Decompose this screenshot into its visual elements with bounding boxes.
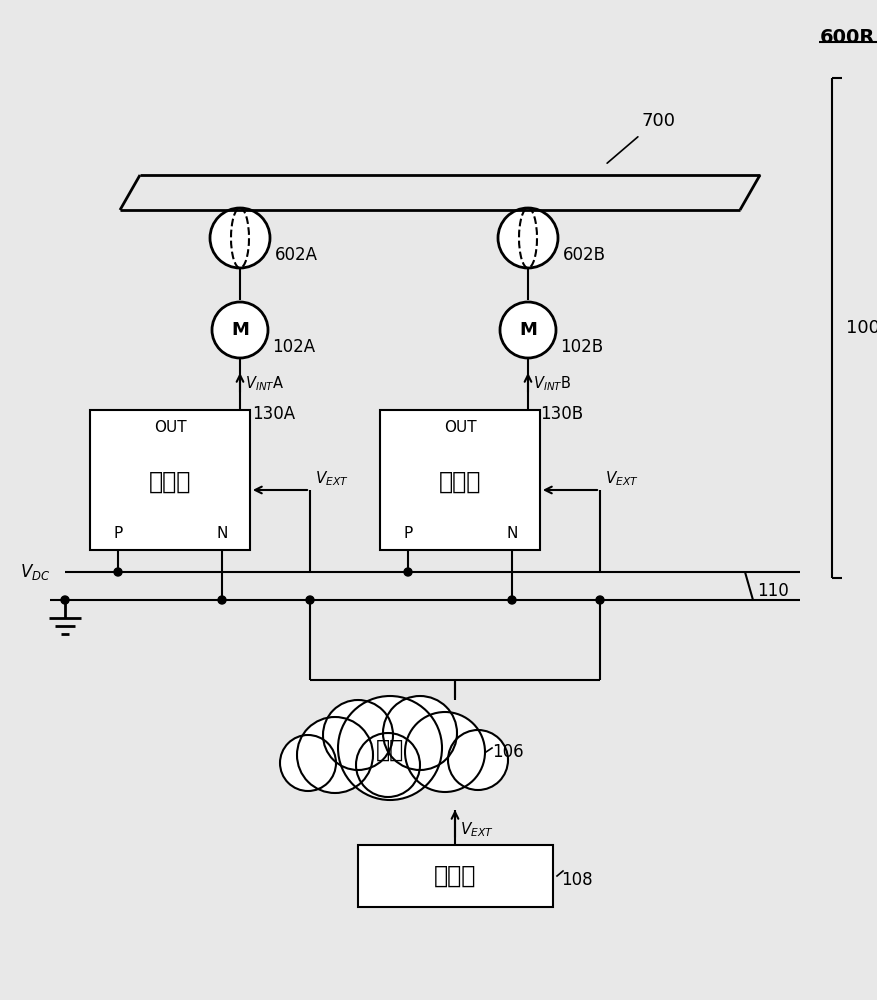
Text: $V_{EXT}$: $V_{EXT}$ (460, 821, 493, 839)
Circle shape (447, 730, 508, 790)
Text: N: N (216, 526, 227, 542)
Text: 600R: 600R (819, 28, 874, 47)
Circle shape (323, 700, 393, 770)
Circle shape (382, 696, 457, 770)
Text: $V_{DC}$: $V_{DC}$ (20, 562, 50, 582)
Circle shape (280, 735, 336, 791)
Circle shape (338, 696, 441, 800)
Text: 130A: 130A (252, 405, 295, 423)
Text: N: N (506, 526, 517, 542)
Circle shape (296, 717, 373, 793)
Circle shape (403, 568, 411, 576)
Text: 102A: 102A (272, 338, 315, 356)
Circle shape (296, 717, 373, 793)
Text: 130B: 130B (539, 405, 582, 423)
Text: OUT: OUT (443, 420, 475, 436)
Text: 102B: 102B (560, 338, 602, 356)
Text: 602B: 602B (562, 246, 605, 264)
Text: $V_{EXT}$: $V_{EXT}$ (315, 469, 348, 488)
Text: $V_{INT}$A: $V_{INT}$A (245, 375, 284, 393)
Text: 700: 700 (641, 112, 675, 130)
Text: P: P (403, 526, 412, 542)
Circle shape (447, 730, 508, 790)
Text: 106: 106 (491, 743, 523, 761)
Circle shape (306, 596, 314, 604)
Text: $V_{INT}$B: $V_{INT}$B (532, 375, 571, 393)
Circle shape (280, 735, 336, 791)
Text: P: P (113, 526, 123, 542)
Circle shape (61, 596, 69, 604)
Text: 108: 108 (560, 871, 592, 889)
Circle shape (508, 596, 516, 604)
Circle shape (355, 733, 419, 797)
Circle shape (404, 712, 484, 792)
Circle shape (497, 208, 558, 268)
Text: M: M (518, 321, 537, 339)
Bar (90, 410, 250, 550)
Circle shape (382, 696, 457, 770)
Circle shape (210, 208, 270, 268)
Circle shape (323, 700, 393, 770)
Text: 602A: 602A (275, 246, 317, 264)
Text: $V_{EXT}$: $V_{EXT}$ (604, 469, 638, 488)
Text: 100R: 100R (845, 319, 877, 337)
Circle shape (595, 596, 603, 604)
Text: M: M (231, 321, 249, 339)
Circle shape (114, 568, 122, 576)
Circle shape (338, 696, 441, 800)
Circle shape (499, 302, 555, 358)
Text: 控制器: 控制器 (433, 864, 475, 888)
Text: OUT: OUT (153, 420, 186, 436)
Circle shape (211, 302, 267, 358)
Circle shape (404, 712, 484, 792)
Bar (358, 845, 553, 907)
Text: 网络: 网络 (375, 738, 403, 762)
Circle shape (355, 733, 419, 797)
Text: 逆变器: 逆变器 (148, 470, 191, 494)
Bar (380, 410, 539, 550)
Text: 110: 110 (756, 582, 788, 600)
Circle shape (217, 596, 225, 604)
Text: 逆变器: 逆变器 (438, 470, 481, 494)
